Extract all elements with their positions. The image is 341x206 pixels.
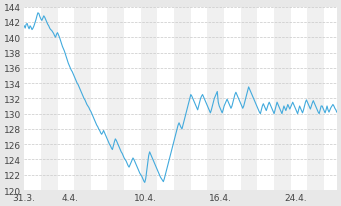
Bar xyxy=(91,8,107,190)
Bar xyxy=(257,8,274,190)
Bar xyxy=(58,8,74,190)
Bar xyxy=(224,8,241,190)
Bar xyxy=(324,8,338,190)
Bar xyxy=(291,8,308,190)
Bar xyxy=(191,8,207,190)
Bar xyxy=(158,8,174,190)
Bar xyxy=(124,8,141,190)
Bar xyxy=(24,8,41,190)
